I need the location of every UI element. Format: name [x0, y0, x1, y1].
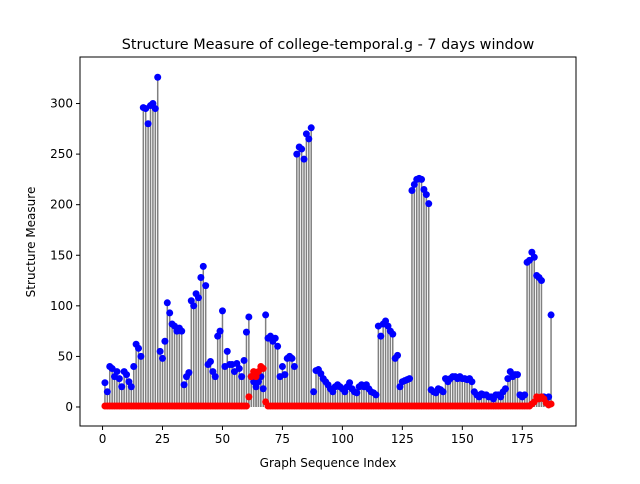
stem-marker [159, 354, 167, 362]
stem-marker [300, 155, 308, 163]
stem-marker [290, 363, 298, 371]
stem-marker [468, 378, 476, 386]
stem-marker [185, 369, 193, 377]
stem-marker [161, 337, 169, 345]
stem-marker [305, 135, 313, 143]
stem-marker [439, 388, 447, 396]
stem-marker [408, 187, 416, 195]
stem-marker [259, 365, 267, 373]
stem-marker [394, 351, 402, 359]
stem-marker [194, 294, 202, 302]
stem-marker [530, 253, 538, 261]
y-axis-label: Structure Measure [24, 187, 38, 298]
stem-marker [418, 175, 426, 183]
stem-marker [151, 105, 159, 113]
y-tick-label: 100 [50, 299, 73, 313]
stem-marker [154, 73, 162, 81]
stem-marker [202, 282, 210, 290]
stem-marker [307, 124, 315, 132]
stem-marker [199, 262, 207, 270]
stem-marker [389, 330, 397, 338]
stem-marker [245, 313, 253, 321]
x-tick-label: 125 [391, 432, 414, 446]
stem-marker [118, 383, 126, 391]
stem-marker [144, 120, 152, 128]
stem-marker [127, 383, 135, 391]
stem-marker [242, 328, 250, 336]
stem-marker [259, 385, 267, 393]
stem-marker [163, 299, 171, 307]
stem-marker [156, 347, 164, 355]
stem-marker [115, 375, 123, 383]
stem-marker [310, 388, 318, 396]
x-tick-label: 100 [331, 432, 354, 446]
stem-marker [206, 357, 214, 365]
plot-frame [79, 56, 577, 427]
y-tick-label: 50 [58, 349, 73, 363]
stem-marker [422, 191, 430, 199]
stem-marker [197, 274, 205, 282]
x-tick-label: 175 [511, 432, 534, 446]
stem-marker [223, 347, 231, 355]
stem-marker [238, 373, 246, 381]
x-tick-label: 50 [215, 432, 230, 446]
chart-title: Structure Measure of college-temporal.g … [122, 37, 535, 53]
y-tick-label: 200 [50, 198, 73, 212]
stem-marker [262, 311, 270, 319]
stem-marker [216, 327, 224, 335]
y-tick-label: 150 [50, 248, 73, 262]
stem-marker [101, 379, 109, 387]
stem-marker [501, 385, 509, 393]
stem-marker [547, 400, 555, 408]
stem-marker [180, 381, 188, 389]
stem-marker [113, 368, 121, 376]
stem-marker [240, 356, 248, 364]
stem-marker [271, 334, 279, 342]
x-tick-label: 0 [99, 432, 107, 446]
stem-marker [274, 342, 282, 350]
stem-marker [513, 371, 521, 379]
stem-marker [137, 352, 145, 360]
stem-marker [425, 200, 433, 208]
stem-marker [130, 363, 138, 371]
stem-marker [406, 375, 414, 383]
x-tick-label: 150 [451, 432, 474, 446]
stem-marker [178, 327, 186, 335]
y-tick-label: 0 [65, 400, 73, 414]
stem-marker [372, 391, 380, 399]
stem-marker [235, 365, 243, 373]
x-tick-label: 25 [155, 432, 170, 446]
stem-marker [281, 371, 289, 379]
stem-marker [288, 354, 296, 362]
stem-marker [123, 371, 131, 379]
stem-marker [245, 393, 253, 401]
stem-marker [537, 277, 545, 285]
stem-marker [190, 302, 198, 310]
stem-marker [353, 389, 361, 397]
stem-marker [218, 307, 226, 315]
stem-marker [547, 311, 555, 319]
stem-marker [242, 402, 250, 410]
y-tick-label: 250 [50, 147, 73, 161]
stem-marker [103, 388, 111, 396]
stem-marker [377, 332, 385, 340]
x-tick-label: 75 [275, 432, 290, 446]
stem-marker [293, 150, 301, 158]
y-tick-label: 300 [50, 97, 73, 111]
stem-marker [278, 363, 286, 371]
stem-marker [211, 373, 219, 381]
stem-marker [135, 344, 143, 352]
stem-marker [521, 391, 529, 399]
stem-marker [346, 379, 354, 387]
stem-marker [298, 145, 306, 153]
stem-marker [166, 309, 174, 317]
x-axis-label: Graph Sequence Index [260, 456, 397, 470]
